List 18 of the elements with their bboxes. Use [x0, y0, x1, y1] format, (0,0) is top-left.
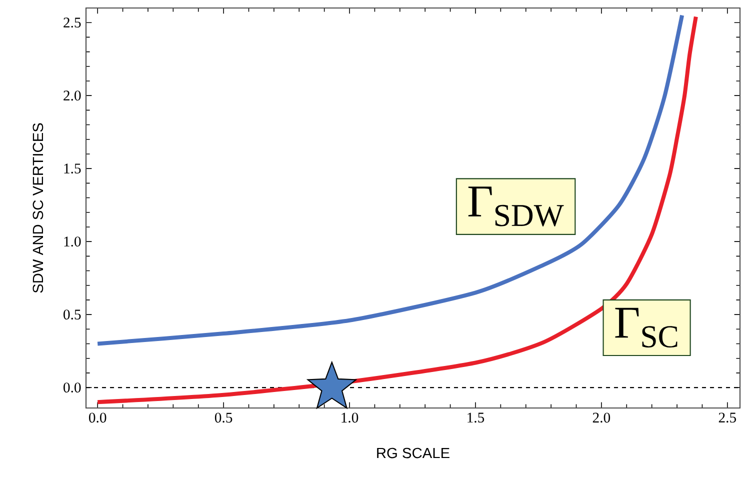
y-axis-title: SDW AND SC VERTICES — [32, 123, 44, 293]
x-tick-label: 0.5 — [214, 412, 232, 423]
y-tick-label: 0.0 — [64, 382, 81, 393]
line-series — [96, 13, 684, 346]
y-tick-label: 1.0 — [64, 236, 81, 247]
y-tick-label: 2.5 — [64, 18, 81, 28]
x-axis-title: RG SCALE — [377, 448, 450, 458]
y-tick-label: 1.5 — [64, 164, 81, 174]
x-tick-label: 1.5 — [468, 412, 484, 423]
x-tick-label: 0.0 — [88, 412, 106, 423]
line-series — [96, 14, 698, 404]
x-tick-label: 1.0 — [342, 412, 358, 423]
y-tick-label: 2.0 — [64, 90, 81, 101]
y-tick-label: 0.5 — [64, 310, 81, 320]
x-tick-label: 2.0 — [592, 412, 610, 423]
series-label: Γ$_{SDW}$ — [468, 186, 564, 226]
series-label: Γ$_{SC}$ — [615, 308, 678, 348]
x-tick-label: 2.5 — [718, 412, 736, 423]
